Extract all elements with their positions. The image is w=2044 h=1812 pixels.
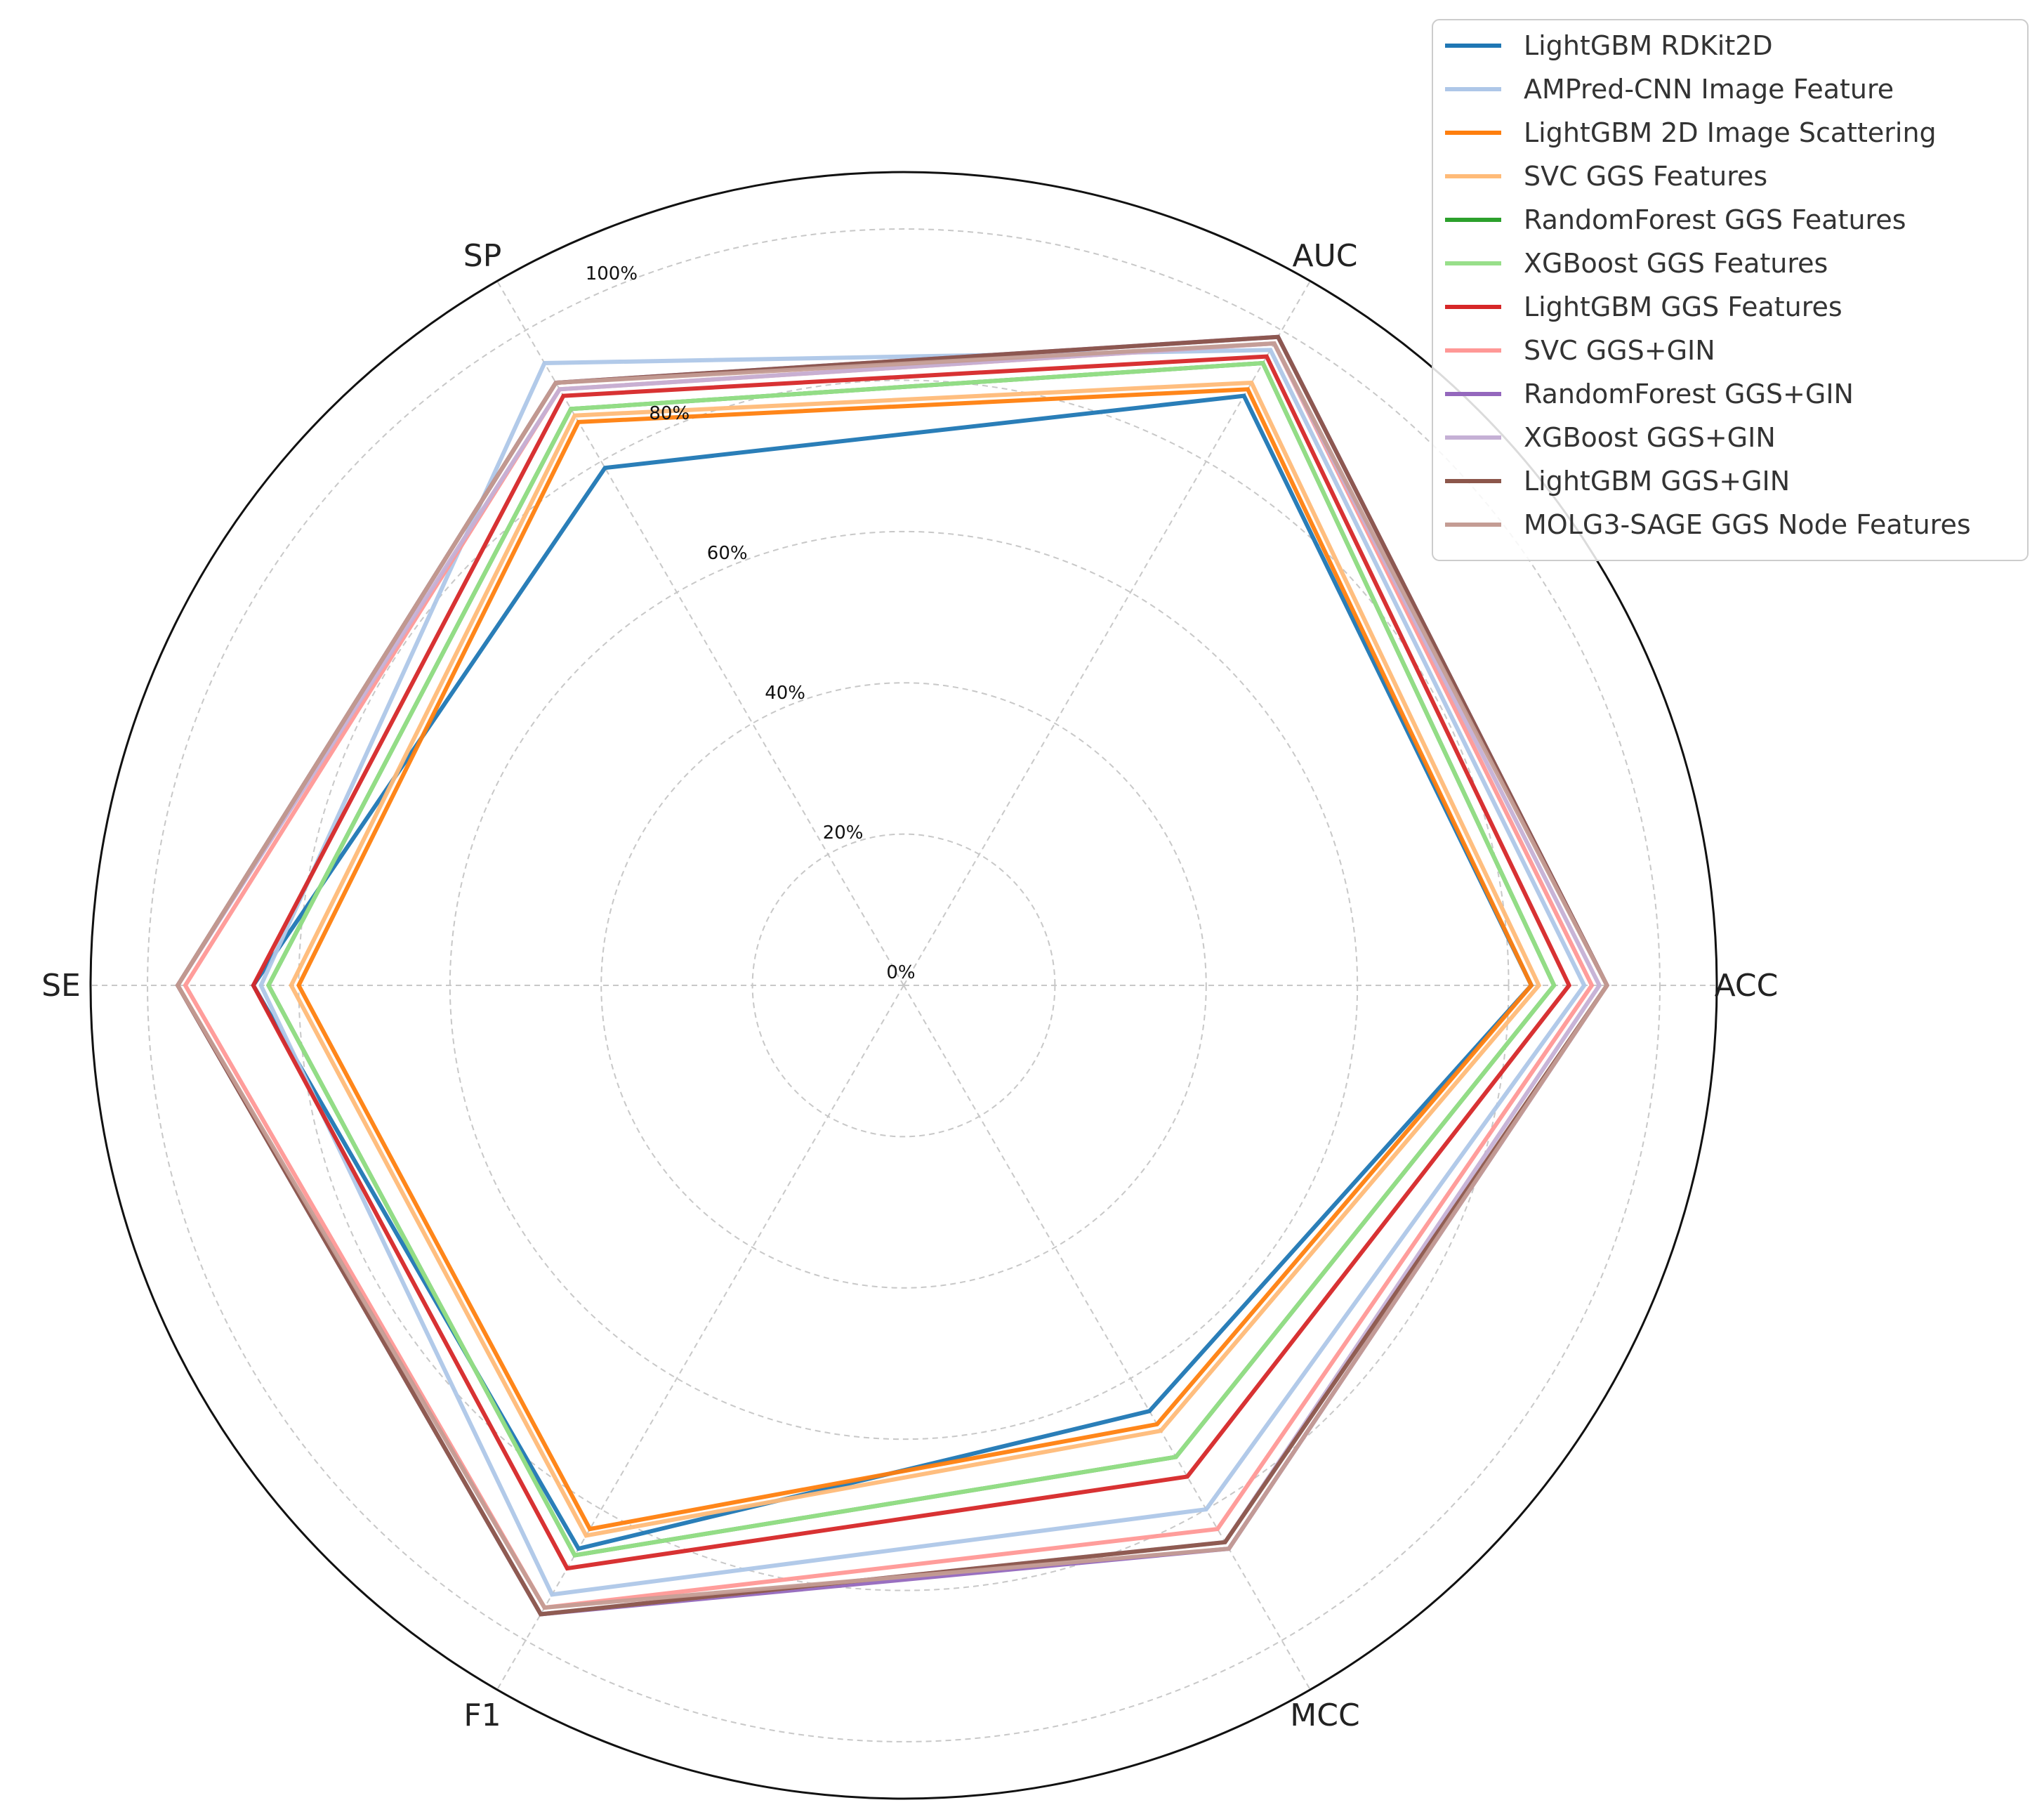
tick-label-0: 0% xyxy=(886,962,915,983)
spoke-auc xyxy=(903,280,1311,986)
axis-label-f1: F1 xyxy=(463,1698,501,1733)
series-line-2 xyxy=(296,387,1534,1532)
legend-label-7: SVC GGS+GIN xyxy=(1524,335,1715,366)
grid-circle-100 xyxy=(147,228,1661,1742)
tick-label-100: 100% xyxy=(586,263,638,284)
axis-label-mcc: MCC xyxy=(1290,1698,1359,1733)
tick-label-80: 80% xyxy=(649,403,690,424)
legend-label-11: MOLG3-SAGE GGS Node Features xyxy=(1524,509,1971,540)
legend-label-4: RandomForest GGS Features xyxy=(1524,204,1906,235)
legend-label-10: LightGBM GGS+GIN xyxy=(1524,466,1790,497)
axis-label-sp: SP xyxy=(463,238,501,274)
legend-label-9: XGBoost GGS+GIN xyxy=(1524,422,1776,453)
legend-label-0: LightGBM RDKit2D xyxy=(1524,30,1773,61)
radar-series xyxy=(175,334,1610,1617)
legend-label-5: XGBoost GGS Features xyxy=(1524,248,1828,279)
grid-circle-40 xyxy=(600,682,1207,1289)
legend-label-6: LightGBM GGS Features xyxy=(1524,291,1842,322)
tick-label-20: 20% xyxy=(823,822,864,843)
spoke-f1 xyxy=(496,985,904,1690)
legend-box xyxy=(1432,19,2029,561)
tick-label-60: 60% xyxy=(707,543,748,564)
axis-label-acc: ACC xyxy=(1715,968,1779,1004)
axis-labels: ACC AUC SP SE F1 MCC xyxy=(41,238,1778,1733)
axis-label-se: SE xyxy=(41,968,81,1004)
series-line-5 xyxy=(266,360,1557,1558)
series-line-3 xyxy=(289,380,1542,1538)
legend-label-3: SVC GGS Features xyxy=(1524,161,1767,192)
outer-frame-circle xyxy=(89,171,1718,1800)
legend: LightGBM RDKit2D AMPred-CNN Image Feature… xyxy=(1432,19,2029,561)
radial-tick-labels: 0% 20% 40% 60% 80% 100% xyxy=(586,263,916,983)
series-line-6 xyxy=(251,354,1572,1571)
legend-label-1: AMPred-CNN Image Feature xyxy=(1524,74,1894,105)
series-line-1 xyxy=(258,348,1587,1597)
tick-label-40: 40% xyxy=(765,683,805,704)
legend-label-2: LightGBM 2D Image Scattering xyxy=(1524,117,1937,148)
spoke-sp xyxy=(496,280,904,986)
legend-label-8: RandomForest GGS+GIN xyxy=(1524,379,1854,409)
series-line-11 xyxy=(175,341,1610,1610)
spoke-mcc xyxy=(903,985,1311,1690)
axis-label-auc: AUC xyxy=(1292,238,1357,274)
